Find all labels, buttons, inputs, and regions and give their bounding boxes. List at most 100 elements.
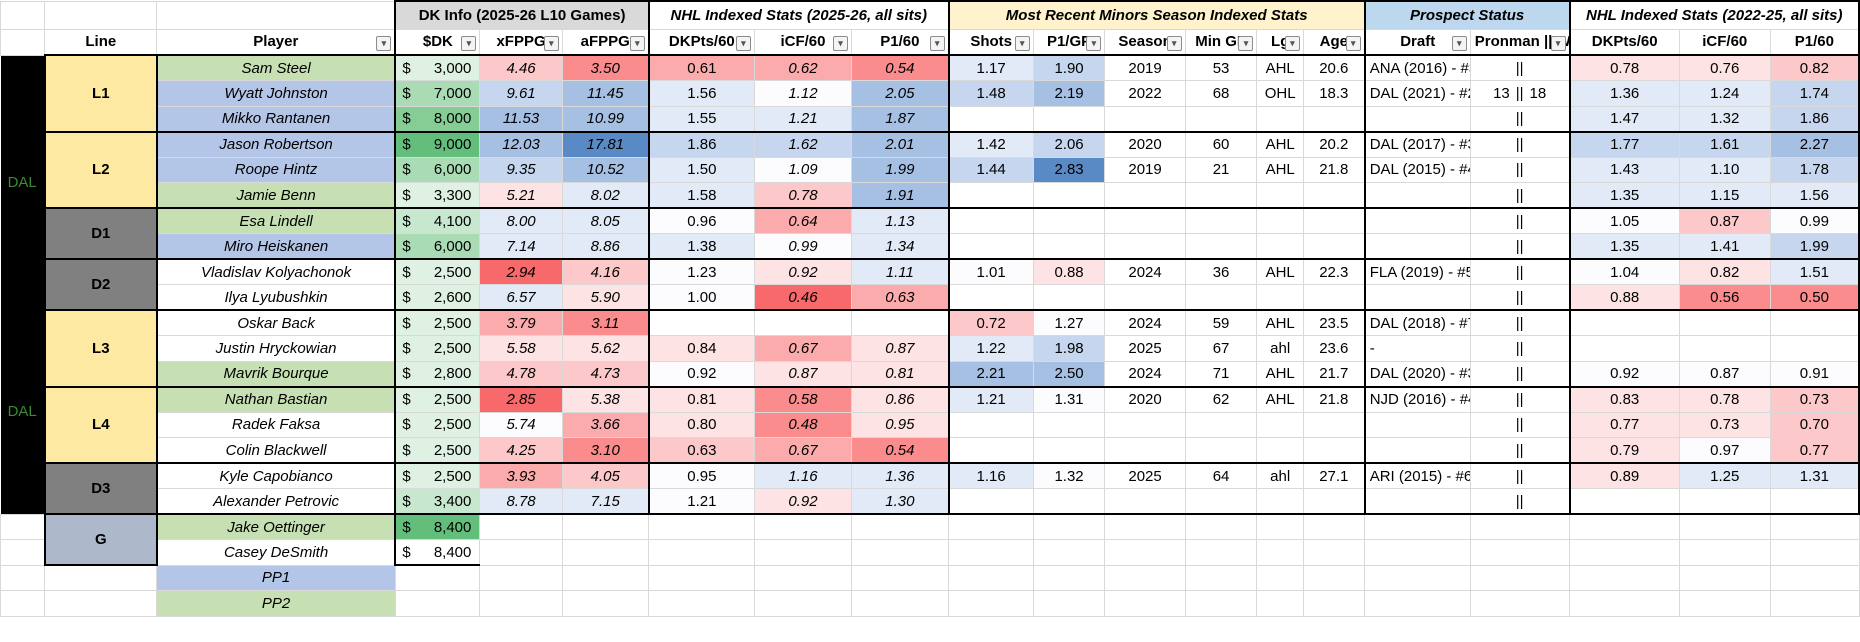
dk-salary[interactable]: $7,000 [394, 80, 481, 107]
icf60-value[interactable]: 1.21 [753, 105, 853, 133]
p1gp-value[interactable]: 2.83 [1032, 156, 1106, 183]
dk-salary[interactable]: $6,000 [394, 156, 481, 183]
draft-value[interactable]: ARI (2015) - #63 [1364, 462, 1471, 489]
league-value[interactable] [1256, 488, 1304, 515]
min-gp-value[interactable]: 21 [1184, 156, 1258, 183]
dkpts60-value[interactable]: 0.80 [647, 411, 755, 438]
p1gp-value[interactable]: 2.50 [1032, 360, 1106, 388]
cell[interactable] [1678, 539, 1771, 566]
cell[interactable] [1569, 564, 1680, 591]
cell[interactable] [1469, 590, 1571, 617]
cell[interactable] [851, 564, 950, 591]
hist-p160-value[interactable]: 1.74 [1769, 80, 1860, 107]
afppg-value[interactable]: 8.02 [561, 182, 650, 209]
cell[interactable] [1364, 564, 1471, 591]
cell[interactable] [851, 513, 950, 540]
p1gp-value[interactable]: 1.90 [1032, 54, 1106, 81]
p160-value[interactable]: 0.63 [851, 284, 950, 311]
icf60-value[interactable]: 0.64 [753, 207, 853, 234]
player-name[interactable]: Casey DeSmith [156, 539, 396, 566]
dk-salary[interactable]: $2,500 [394, 411, 481, 438]
cell[interactable] [561, 590, 650, 617]
min-gp-value[interactable] [1184, 284, 1258, 311]
shots-value[interactable]: 1.17 [948, 54, 1034, 81]
player-name[interactable]: Justin Hryckowian [156, 335, 396, 362]
cell[interactable] [1769, 590, 1860, 617]
cell[interactable] [851, 590, 950, 617]
xfppg-value[interactable]: 5.58 [479, 335, 563, 362]
icf60-value[interactable]: 0.46 [753, 284, 853, 311]
player-name[interactable]: Mikko Rantanen [156, 105, 396, 133]
column-header-lg[interactable]: Lg ▾ [1256, 28, 1304, 56]
min-gp-value[interactable]: 68 [1184, 80, 1258, 107]
hist-icf60-value[interactable] [1678, 335, 1771, 362]
cell[interactable] [1032, 564, 1106, 591]
draft-value[interactable]: DAL (2018) - #75 [1364, 309, 1471, 336]
filter-dropdown-icon[interactable]: ▾ [1345, 35, 1361, 51]
filter-dropdown-icon[interactable]: ▾ [1284, 35, 1300, 51]
season-value[interactable]: 2019 [1104, 156, 1186, 183]
player-name[interactable]: Mavrik Bourque [156, 360, 396, 388]
season-value[interactable]: 2019 [1104, 54, 1186, 81]
p160-value[interactable]: 1.36 [851, 462, 950, 489]
p160-value[interactable]: 1.30 [851, 488, 950, 515]
xfppg-value[interactable]: 9.61 [479, 80, 563, 107]
p1gp-value[interactable] [1032, 207, 1106, 234]
hist-dkpts60-value[interactable]: 1.77 [1569, 130, 1680, 158]
p160-value[interactable]: 1.87 [851, 105, 950, 133]
age-value[interactable]: 21.8 [1302, 156, 1366, 183]
hist-dkpts60-value[interactable] [1569, 309, 1680, 336]
hist-dkpts60-value[interactable]: 1.04 [1569, 258, 1680, 285]
pronman-wheel-value[interactable]: 13 || 18 [1469, 80, 1571, 107]
filter-dropdown-icon[interactable]: ▾ [1014, 35, 1030, 51]
column-header-h-dkpts60[interactable]: DKPts/60 [1569, 28, 1680, 56]
afppg-value[interactable]: 3.50 [561, 54, 650, 81]
cell[interactable] [1184, 590, 1258, 617]
shots-value[interactable]: 1.21 [948, 385, 1034, 413]
pronman-wheel-value[interactable]: || [1469, 130, 1571, 158]
p1gp-value[interactable] [1032, 284, 1106, 311]
cell[interactable] [1469, 539, 1571, 566]
p160-value[interactable]: 0.86 [851, 385, 950, 413]
league-value[interactable] [1256, 182, 1304, 209]
xfppg-value[interactable]: 6.57 [479, 284, 563, 311]
age-value[interactable]: 22.3 [1302, 258, 1366, 285]
player-name[interactable]: Jason Robertson [156, 130, 396, 158]
icf60-value[interactable] [753, 309, 853, 336]
age-value[interactable]: 23.6 [1302, 335, 1366, 362]
hist-dkpts60-value[interactable]: 1.35 [1569, 233, 1680, 260]
season-value[interactable]: 2024 [1104, 309, 1186, 336]
league-value[interactable]: AHL [1256, 258, 1304, 285]
cell[interactable] [648, 539, 755, 566]
icf60-value[interactable]: 0.48 [753, 411, 853, 438]
pronman-wheel-value[interactable]: || [1469, 105, 1571, 133]
p1gp-value[interactable] [1032, 437, 1106, 464]
dkpts60-value[interactable]: 0.95 [647, 462, 755, 489]
season-value[interactable]: 2024 [1104, 258, 1186, 285]
hist-icf60-value[interactable]: 0.87 [1678, 360, 1771, 388]
player-name[interactable]: Miro Heiskanen [156, 233, 396, 260]
afppg-value[interactable]: 5.62 [561, 335, 650, 362]
draft-value[interactable]: FLA (2019) - #52 [1364, 258, 1471, 285]
pronman-wheel-value[interactable]: || [1469, 462, 1571, 489]
shots-value[interactable]: 1.42 [948, 130, 1034, 158]
dk-salary[interactable]: $3,000 [394, 54, 481, 81]
hist-p160-value[interactable]: 0.50 [1769, 284, 1860, 311]
league-value[interactable]: AHL [1256, 156, 1304, 183]
p1gp-value[interactable] [1032, 233, 1106, 260]
pronman-wheel-value[interactable]: || [1469, 156, 1571, 183]
player-name[interactable]: Jake Oettinger [156, 513, 396, 540]
column-header-h-p160[interactable]: P1/60 [1769, 28, 1860, 56]
p1gp-value[interactable]: 1.27 [1032, 309, 1106, 336]
cell[interactable] [0, 590, 46, 617]
dkpts60-value[interactable]: 1.55 [647, 105, 755, 133]
dkpts60-value[interactable] [647, 309, 755, 336]
cell[interactable] [1104, 539, 1186, 566]
player-name[interactable]: Roope Hintz [156, 156, 396, 183]
hist-p160-value[interactable]: 0.99 [1769, 207, 1860, 234]
icf60-value[interactable]: 1.62 [753, 130, 853, 158]
shots-value[interactable] [948, 233, 1034, 260]
cell[interactable] [0, 539, 46, 566]
min-gp-value[interactable] [1184, 105, 1258, 133]
column-header-dkpts60[interactable]: DKPts/60 ▾ [647, 28, 755, 56]
